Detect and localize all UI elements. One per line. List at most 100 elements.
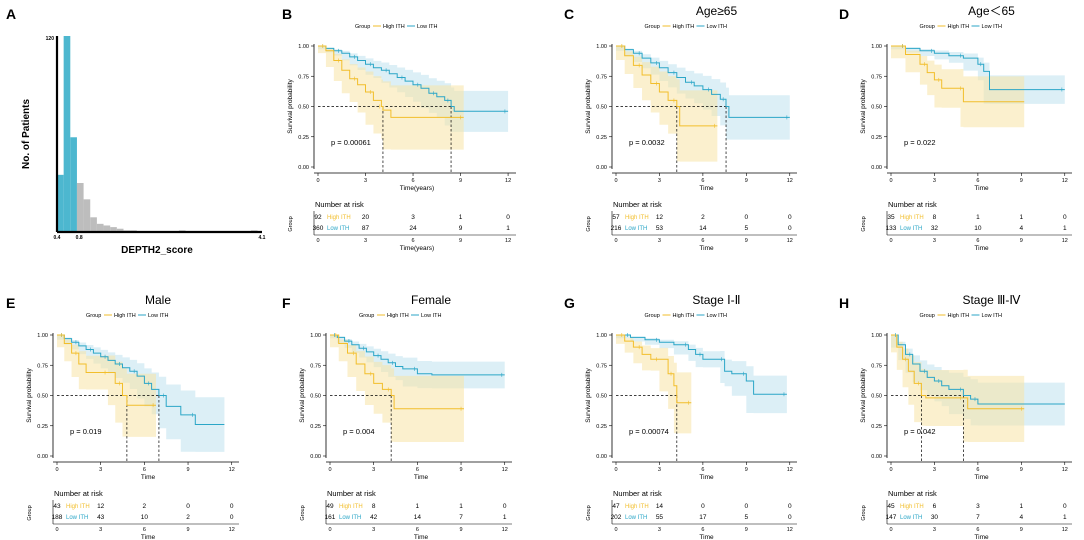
y-tick-label: 0.50 <box>310 394 321 400</box>
panel-letter-a: A <box>6 6 16 22</box>
y-tick-label: 1.00 <box>37 333 48 339</box>
x-tick-label: 12 <box>787 178 793 184</box>
risk-row-high-label: High ITH <box>327 215 351 221</box>
x-tick-label: 12 <box>787 467 793 473</box>
survival-curve-low <box>318 45 509 112</box>
risk-row-high-label: High ITH <box>900 215 924 221</box>
risk-count-low: 202 <box>611 514 622 521</box>
risk-x-tick-label: 9 <box>187 527 190 533</box>
x-tick-label: 3 <box>99 467 102 473</box>
legend-low-label: Low ITH <box>707 24 728 30</box>
x-tick-label: 3 <box>364 178 367 184</box>
y-tick-label: 0.75 <box>596 74 607 80</box>
risk-row-high-label: High ITH <box>625 215 649 221</box>
x-tick-label: 3 <box>933 467 936 473</box>
risk-count-low: 5 <box>745 225 749 232</box>
panel-title: Female <box>411 293 451 307</box>
y-tick-label: 0.50 <box>596 394 607 400</box>
risk-count-low: 161 <box>325 514 336 521</box>
risk-count-low: 10 <box>141 514 149 521</box>
risk-count-low: 147 <box>886 514 897 521</box>
x-tick-label: 0 <box>614 467 617 473</box>
p-value: p = 0.019 <box>70 427 102 436</box>
x-tick-label: 3 <box>658 178 661 184</box>
risk-count-high: 92 <box>314 214 322 221</box>
x-tick-label: 12 <box>1062 178 1068 184</box>
ci-band-high <box>616 46 718 162</box>
risk-count-low: 360 <box>313 225 324 232</box>
y-axis-label: Survival probability <box>585 78 592 133</box>
risk-count-high: 1 <box>416 503 420 510</box>
risk-count-low: 32 <box>931 225 939 232</box>
risk-row-high-label: High ITH <box>625 504 649 510</box>
legend-title: Group <box>645 313 660 319</box>
panel-b: B Group High ITH Low ITH 0.00 0.25 0.50 0.75 1.0… <box>282 6 516 252</box>
x-axis-label: Time <box>141 474 156 481</box>
risk-group-label: Group <box>27 505 33 520</box>
ci-band-low <box>616 335 787 414</box>
x-tick-label: 6 <box>701 467 704 473</box>
risk-count-low: 17 <box>699 514 707 521</box>
x-axis-label: Time <box>699 474 714 481</box>
risk-x-axis-label: Time <box>699 534 714 540</box>
risk-x-axis-label: Time <box>974 245 989 252</box>
x-tick-label: 6 <box>976 178 979 184</box>
x-tick-label: 12 <box>505 178 511 184</box>
risk-count-low: 10 <box>974 225 982 232</box>
y-tick-label: 0.25 <box>310 424 321 430</box>
x-tick-label: 12 <box>1062 467 1068 473</box>
legend-title: Group <box>359 313 374 319</box>
risk-x-tick-label: 9 <box>1020 527 1023 533</box>
histogram-bar <box>63 36 71 232</box>
risk-count-low: 7 <box>459 514 463 521</box>
y-axis-label: Survival probability <box>299 367 306 422</box>
x-tick-label: 0.4 <box>54 235 61 241</box>
risk-count-high: 0 <box>503 503 507 510</box>
x-axis-label: Time <box>414 474 429 481</box>
y-tick-label: 1.00 <box>871 44 882 50</box>
survival-curve-low <box>330 334 505 376</box>
p-value: p = 0.042 <box>904 427 936 436</box>
x-tick-label: 6 <box>976 467 979 473</box>
histogram-bar <box>57 174 64 232</box>
risk-x-tick-label: 0 <box>889 238 892 244</box>
risk-x-tick-label: 0 <box>614 238 617 244</box>
legend-high-label: High ITH <box>383 24 405 30</box>
risk-count-low: 43 <box>97 514 105 521</box>
risk-count-low: 24 <box>409 225 417 232</box>
risk-count-high: 1 <box>459 503 463 510</box>
risk-count-high: 0 <box>745 214 749 221</box>
x-axis-label: Time <box>974 185 989 192</box>
y-tick-label: 0.25 <box>298 135 309 141</box>
y-axis-label: Survival probability <box>26 367 33 422</box>
risk-count-low: 1 <box>1063 514 1067 521</box>
risk-x-tick-label: 9 <box>460 527 463 533</box>
ci-band-high <box>891 46 1025 128</box>
x-tick-label: 9 <box>187 467 190 473</box>
x-tick-label: 6 <box>701 178 704 184</box>
y-axis-label: Survival probability <box>860 367 867 422</box>
risk-count-low: 0 <box>788 514 792 521</box>
y-tick-label: 1.00 <box>310 333 321 339</box>
panel-title: Stage Ⅰ-Ⅱ <box>692 293 740 307</box>
histogram-bar <box>83 199 91 232</box>
risk-count-low: 1 <box>503 514 507 521</box>
survival-curve-low <box>57 334 225 425</box>
p-value: p = 0.00061 <box>331 138 371 147</box>
risk-x-tick-label: 9 <box>745 527 748 533</box>
risk-x-tick-label: 6 <box>701 527 704 533</box>
risk-count-high: 20 <box>362 214 370 221</box>
x-tick-label: 6 <box>416 467 419 473</box>
y-tick-label: 0.00 <box>298 165 309 171</box>
y-tick-label: 0.75 <box>310 363 321 369</box>
risk-count-low: 188 <box>52 514 63 521</box>
panel-letter-g: G <box>564 295 575 311</box>
histogram-bar <box>96 223 104 232</box>
risk-x-tick-label: 3 <box>372 527 375 533</box>
risk-count-low: 5 <box>745 514 749 521</box>
histogram-bar <box>110 227 117 232</box>
risk-x-tick-label: 3 <box>364 238 367 244</box>
y-tick-label: 0.25 <box>596 135 607 141</box>
panel-d: D Age＜65 Group High ITH Low ITH 0.00 0.25 0.50 0… <box>839 4 1072 252</box>
